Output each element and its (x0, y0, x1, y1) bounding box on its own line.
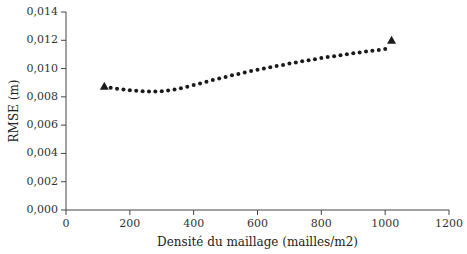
x-axis-line (66, 210, 449, 211)
x-tick (193, 210, 194, 215)
y-axis-label: RMSE (m) (7, 80, 21, 143)
dot-point (211, 78, 215, 82)
dot-point (345, 52, 349, 56)
x-axis-label: Densité du maillage (mailles/m2) (157, 235, 358, 249)
dot-point (300, 59, 304, 63)
dot-point (268, 65, 272, 69)
dot-point (217, 76, 221, 80)
dot-point (198, 81, 202, 85)
dot-point (243, 71, 247, 75)
dot-point (115, 87, 119, 91)
y-tick-label: 0,004 (27, 146, 59, 159)
dot-point (358, 50, 362, 54)
dot-point (236, 72, 240, 76)
y-tick (61, 96, 66, 97)
x-tick-label: 200 (119, 217, 140, 230)
x-tick-label: 0 (63, 217, 70, 230)
dot-point (173, 88, 177, 92)
dot-point (121, 88, 125, 92)
series (100, 36, 396, 90)
dot-point (134, 89, 138, 93)
dot-point (364, 50, 368, 54)
dot-point (128, 88, 132, 92)
x-tick-label: 1000 (371, 217, 399, 230)
dot-point (262, 67, 266, 71)
axes: 0,000 0,002 0,004 0,006 0,008 0,010 0,012 0,014… (27, 5, 464, 230)
dot-point (185, 85, 189, 89)
y-tick (61, 210, 66, 211)
x-tick (129, 210, 130, 215)
dot-point (313, 57, 317, 61)
dot-point (383, 47, 387, 51)
dot-point (141, 89, 145, 93)
dot-point (287, 62, 291, 66)
y-tick (61, 12, 66, 13)
x-tick-label: 1200 (435, 217, 463, 230)
y-tick-label: 0,012 (27, 33, 59, 46)
y-tick-label: 0,010 (27, 62, 59, 75)
dot-point (275, 64, 279, 68)
dot-point (319, 56, 323, 60)
y-tick (61, 125, 66, 126)
chart: 0,000 0,002 0,004 0,006 0,008 0,010 0,012 0,014… (0, 0, 467, 254)
dot-point (351, 51, 355, 55)
y-tick-label: 0,006 (27, 118, 59, 131)
points (100, 36, 396, 94)
dot-point (326, 55, 330, 59)
dot-point (256, 68, 260, 72)
dot-point (153, 90, 157, 94)
y-tick-label: 0,014 (27, 5, 59, 18)
dot-point (204, 80, 208, 84)
triangle-point (387, 36, 396, 44)
y-tick-label: 0,008 (27, 90, 59, 103)
y-axis-line (66, 12, 67, 210)
x-tick-label: 800 (311, 217, 332, 230)
dot-point (249, 69, 253, 73)
triangle-point (100, 82, 109, 90)
dot-point (192, 83, 196, 87)
dot-point (370, 49, 374, 53)
dot-point (281, 63, 285, 67)
dot-point (224, 75, 228, 79)
series (109, 47, 387, 94)
y-tick (61, 40, 66, 41)
x-tick (385, 210, 386, 215)
x-tick (66, 210, 67, 215)
x-tick-label: 600 (247, 217, 268, 230)
x-tick-label: 400 (183, 217, 204, 230)
y-tick (61, 153, 66, 154)
dot-point (338, 53, 342, 57)
dot-point (307, 58, 311, 62)
y-tick (61, 181, 66, 182)
y-tick (61, 68, 66, 69)
y-tick-label: 0,002 (27, 175, 59, 188)
y-tick-label: 0,000 (27, 203, 59, 216)
dot-point (294, 60, 298, 64)
dot-point (332, 54, 336, 58)
dot-point (230, 73, 234, 77)
dot-point (109, 86, 113, 90)
x-tick (257, 210, 258, 215)
dot-point (147, 90, 151, 94)
dot-point (166, 88, 170, 92)
x-tick (449, 210, 450, 215)
dot-point (160, 89, 164, 93)
dot-point (179, 86, 183, 90)
dot-point (377, 48, 381, 52)
x-tick (321, 210, 322, 215)
